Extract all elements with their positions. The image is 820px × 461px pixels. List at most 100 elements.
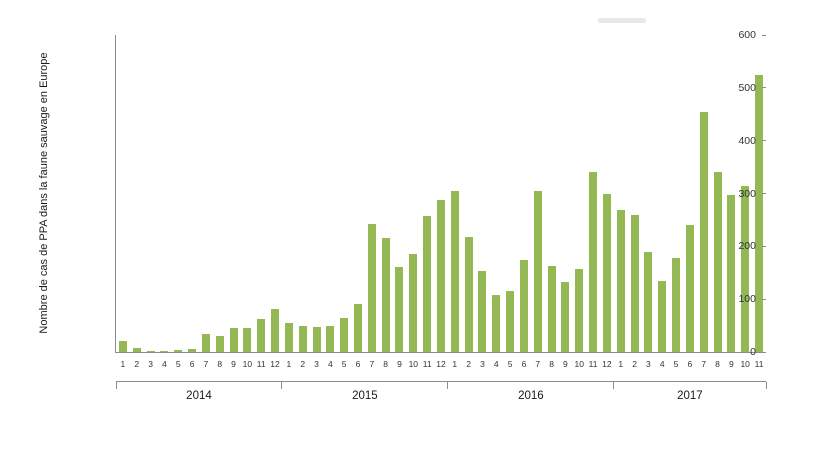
bar-slot [724, 35, 738, 352]
bar-slot [393, 35, 407, 352]
bar-2014-1 [118, 341, 127, 352]
month-tick-label: 1 [618, 359, 624, 369]
year-label-2016: 2016 [518, 390, 544, 402]
month-tick-label: 4 [327, 359, 333, 369]
year-label-2015: 2015 [352, 390, 378, 402]
bar-slot [559, 35, 573, 352]
bar-2016-6 [519, 259, 528, 352]
bar-slot [171, 35, 185, 352]
month-tick-label: 5 [673, 359, 679, 369]
bar-slot [213, 35, 227, 352]
month-tick-label: 5 [507, 359, 513, 369]
year-boundary-tick [281, 382, 283, 389]
bar-2014-7 [201, 333, 210, 352]
bar-slot [586, 35, 600, 352]
bar-slot [641, 35, 655, 352]
bar-2017-11 [755, 74, 764, 352]
bar-2014-6 [188, 349, 197, 352]
bar-2016-12 [602, 193, 611, 352]
bar-slot [669, 35, 683, 352]
bar-slot [711, 35, 725, 352]
year-boundary-tick [447, 382, 449, 389]
bar-slot [199, 35, 213, 352]
month-tick-label: 6 [687, 359, 693, 369]
month-tick-label: 8 [715, 359, 720, 369]
x-axis-year-band: 2014 2015 2016 2017 [115, 381, 767, 410]
bar-2017-10 [741, 185, 750, 352]
bar-slot [476, 35, 490, 352]
month-tick-label: 6 [189, 359, 195, 369]
y-axis-title: Nombre de cas de PPA dans la faune sauva… [38, 52, 50, 334]
month-tick-label: 10 [242, 359, 253, 369]
month-tick-label: 1 [120, 359, 126, 369]
year-boundary-tick [765, 382, 767, 389]
bar-slot [406, 35, 420, 352]
y-tick-mark [762, 87, 766, 89]
bar-slot [752, 35, 766, 352]
month-tick-label: 12 [436, 359, 446, 369]
month-tick-label: 7 [369, 359, 375, 369]
y-tick-mark [762, 140, 766, 142]
bar-2016-2 [464, 236, 473, 352]
month-tick-label: 2 [134, 359, 140, 369]
bar-2016-9 [561, 281, 570, 352]
year-label-2014: 2014 [186, 390, 212, 402]
month-tick-label: 3 [480, 359, 485, 369]
bar-2017-4 [658, 280, 667, 352]
bar-2015-12 [436, 199, 445, 352]
bar-2016-3 [478, 271, 487, 352]
x-axis-month-labels: 1 2 3 4 5 6 7 8 9 10 11 12 1 2 3 4 5 6 7 8 9 10 11 12 1 2 3 4 5 6 7 8 9 1… [116, 352, 766, 380]
bar-slot [683, 35, 697, 352]
bar-slot [130, 35, 144, 352]
plot-area: 0 100 200 300 400 500 600 [115, 29, 766, 358]
month-tick-label: 12 [602, 359, 612, 369]
bar-slot [323, 35, 337, 352]
bar-slot [282, 35, 296, 352]
year-boundary-tick [115, 382, 117, 389]
bar-2015-4 [326, 325, 335, 352]
bar-2016-7 [533, 190, 542, 352]
bar-2017-6 [685, 225, 694, 352]
month-tick-label: 11 [754, 359, 764, 369]
month-tick-label: 8 [217, 359, 223, 369]
bar-slot [628, 35, 642, 352]
bar-2015-3 [312, 326, 321, 352]
bar-2016-5 [506, 291, 515, 352]
bar-2016-10 [575, 268, 584, 352]
month-tick-label: 6 [521, 359, 527, 369]
bar-2014-9 [229, 328, 238, 352]
bar-slot [503, 35, 517, 352]
bars-container [116, 35, 766, 352]
bar-slot [489, 35, 503, 352]
bar-2016-8 [547, 265, 556, 352]
bar-2015-8 [381, 238, 390, 352]
month-tick-label: 8 [549, 359, 554, 369]
month-tick-label: 2 [300, 359, 306, 369]
month-tick-label: 3 [148, 359, 153, 369]
bar-2017-8 [713, 172, 722, 352]
bar-2017-3 [644, 251, 653, 352]
bar-slot [420, 35, 434, 352]
bar-slot [545, 35, 559, 352]
month-tick-label: 12 [270, 359, 280, 369]
bar-2014-8 [215, 336, 224, 352]
y-tick-label: 500 [738, 81, 756, 94]
month-tick-label: 4 [162, 359, 167, 369]
bar-slot [310, 35, 324, 352]
month-tick-label: 2 [632, 359, 637, 369]
bar-2015-9 [395, 267, 404, 352]
month-tick-label: 8 [383, 359, 389, 369]
year-label-2017: 2017 [677, 390, 703, 402]
bar-2017-9 [727, 194, 736, 352]
bar-slot [655, 35, 669, 352]
month-tick-label: 11 [422, 359, 432, 369]
y-tick-label: 200 [738, 240, 756, 253]
month-tick-label: 9 [563, 359, 568, 369]
bar-2017-7 [699, 111, 708, 352]
bar-2015-11 [423, 215, 432, 352]
y-tick-mark [762, 298, 766, 300]
month-tick-label: 10 [740, 359, 750, 369]
y-tick-mark [762, 351, 766, 353]
bar-slot [227, 35, 241, 352]
